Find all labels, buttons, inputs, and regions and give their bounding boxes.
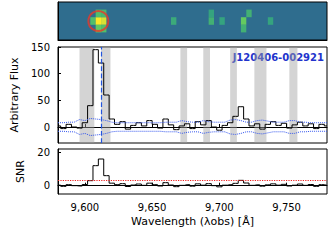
svg-text:9,750: 9,750 — [272, 202, 301, 213]
svg-text:SNR: SNR — [14, 160, 27, 183]
svg-text:100: 100 — [31, 68, 50, 79]
svg-text:Arbitrary Flux: Arbitrary Flux — [8, 57, 21, 133]
svg-text:Wavelength (λobs) [Å]: Wavelength (λobs) [Å] — [131, 215, 254, 228]
svg-text:9,700: 9,700 — [205, 202, 234, 213]
svg-text:20: 20 — [37, 147, 50, 158]
svg-text:50: 50 — [37, 95, 50, 106]
svg-text:J120406-002921: J120406-002921 — [232, 52, 324, 63]
svg-text:9,600: 9,600 — [71, 202, 100, 213]
svg-text:9,650: 9,650 — [138, 202, 167, 213]
svg-text:0: 0 — [44, 122, 50, 133]
svg-text:0: 0 — [44, 180, 50, 191]
svg-text:150: 150 — [31, 42, 50, 53]
